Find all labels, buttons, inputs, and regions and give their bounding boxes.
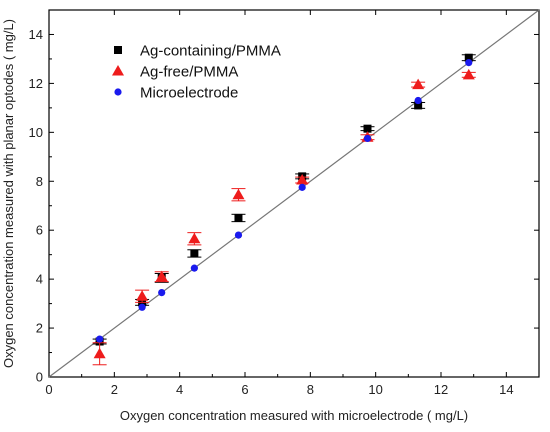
y-tick-label: 6	[36, 223, 43, 238]
data-point	[412, 78, 425, 90]
data-point	[363, 124, 372, 133]
y-tick-label: 14	[29, 27, 43, 42]
data-point	[363, 134, 372, 143]
y-tick-label: 12	[29, 76, 43, 91]
data-point	[155, 270, 168, 282]
x-tick-label: 14	[499, 382, 513, 397]
data-marks	[92, 53, 476, 366]
data-point	[96, 335, 104, 343]
data-point	[234, 213, 243, 222]
y-tick-label: 0	[36, 370, 43, 385]
identity-reference-line	[48, 9, 540, 378]
data-point	[234, 231, 243, 239]
data-point	[190, 264, 198, 272]
data-point	[414, 96, 422, 105]
data-point	[298, 183, 306, 191]
data-point	[462, 68, 475, 80]
legend: Ag-containing/PMMA Ag-free/PMMA Microelect…	[112, 43, 281, 102]
data-point	[296, 174, 309, 185]
axis-ticks: 0 2 4 6 8 10 12 14 0 2 4 6 8 10 12 14	[29, 10, 539, 397]
y-axis-label: Oxygen concentration measured with plana…	[1, 19, 16, 368]
x-tick-label: 10	[368, 382, 382, 397]
y-tick-label: 2	[36, 321, 43, 336]
data-point	[464, 53, 473, 62]
x-axis-label: Oxygen concentration measured with micro…	[120, 408, 468, 423]
x-tick-label: 4	[176, 382, 183, 397]
y-tick-label: 10	[29, 125, 43, 140]
data-point	[414, 101, 423, 110]
y-tick-label: 4	[36, 272, 43, 287]
x-tick-label: 2	[111, 382, 118, 397]
x-tick-label: 8	[307, 382, 314, 397]
data-point	[93, 347, 106, 359]
data-point	[136, 290, 149, 301]
legend-marker-square	[114, 46, 122, 54]
legend-label: Microelectrode	[140, 85, 238, 102]
legend-marker-triangle	[112, 65, 124, 76]
x-tick-label: 6	[241, 382, 248, 397]
x-tick-label: 0	[45, 382, 52, 397]
data-point	[465, 59, 473, 67]
y-tick-label: 8	[36, 174, 43, 189]
series-circle	[96, 59, 473, 343]
legend-label: Ag-free/PMMA	[140, 64, 238, 81]
data-point	[190, 249, 199, 258]
x-tick-label: 12	[434, 382, 448, 397]
data-point	[158, 288, 166, 297]
data-point	[188, 232, 201, 244]
data-point	[138, 303, 146, 311]
legend-label: Ag-containing/PMMA	[140, 43, 281, 60]
data-point	[232, 188, 245, 200]
legend-marker-circle	[114, 88, 122, 96]
